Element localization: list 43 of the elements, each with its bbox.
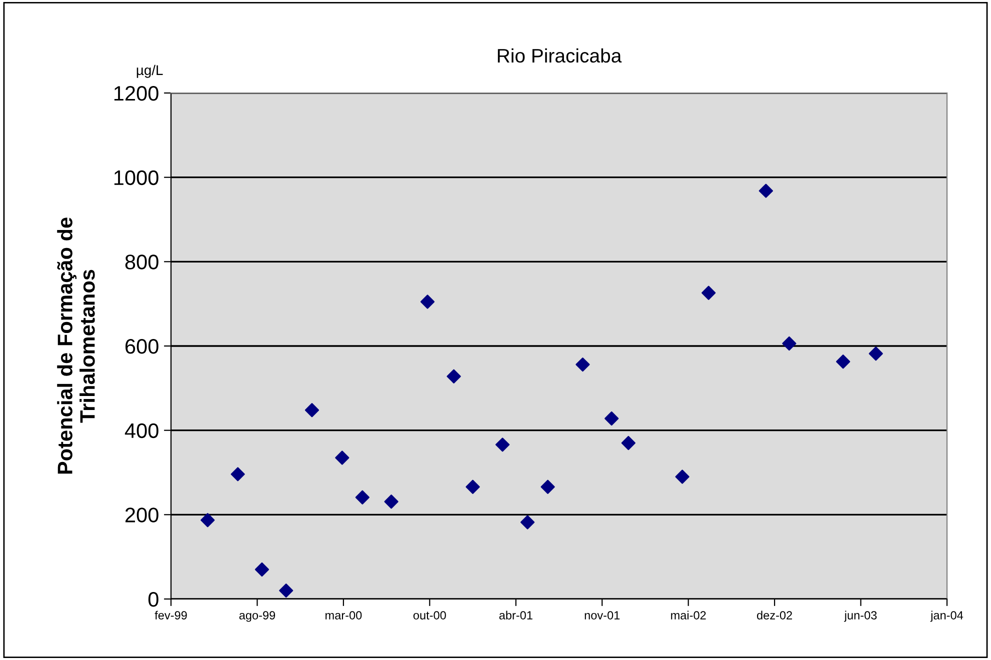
y-tick-label: 200 [125, 508, 158, 522]
x-tick-label: ago-99 [239, 611, 276, 622]
y-tick-label: 0 [148, 592, 158, 607]
x-tick-label: abr-01 [499, 610, 532, 620]
point [420, 294, 435, 309]
x-tick-label: fev-99 [154, 610, 187, 620]
point [254, 562, 270, 577]
point [540, 480, 555, 494]
point [355, 490, 370, 504]
point [702, 286, 716, 300]
point [446, 369, 461, 384]
point [621, 436, 636, 450]
x-tick-label: mai-02 [671, 610, 706, 620]
point [520, 515, 535, 530]
point [868, 346, 883, 361]
point [758, 184, 773, 198]
y-axis-title: Potencial de Formação de Trihalometanos [57, 218, 95, 474]
x-tick-label: dez-02 [757, 610, 792, 620]
point [466, 480, 480, 494]
point [495, 438, 510, 452]
x-tick-label: jan-04 [930, 610, 964, 622]
point [230, 467, 245, 482]
y-tick-label: 400 [124, 423, 158, 438]
point [279, 584, 294, 598]
point [335, 450, 350, 465]
point [604, 411, 619, 426]
y-tick-label: 600 [125, 339, 158, 354]
point [782, 336, 796, 351]
text: µg/L [136, 64, 163, 78]
point [200, 513, 215, 528]
point [836, 354, 850, 369]
y-tick-label: 800 [125, 254, 158, 270]
y-tick-label: 1200 [114, 86, 158, 101]
x-tick-label: jun-03 [844, 610, 877, 622]
y-tick-label: 1000 [114, 170, 158, 186]
point [576, 357, 590, 372]
x-tick-label: nov-01 [584, 611, 620, 620]
point [304, 403, 320, 418]
chart-title: Rio Piracicaba [498, 48, 622, 63]
point [675, 470, 690, 484]
x-tick-label: out-00 [413, 611, 446, 620]
x-tick-label: mar-00 [326, 611, 362, 620]
point [384, 494, 398, 509]
